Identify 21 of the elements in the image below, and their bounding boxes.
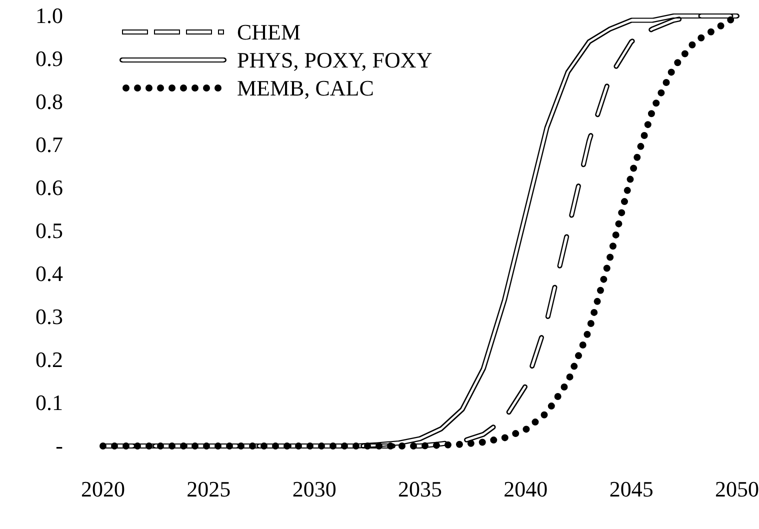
legend-label: PHYS, POXY, FOXY: [237, 48, 432, 73]
y-tick-label: 0.4: [36, 261, 63, 286]
y-tick-label: 0.8: [36, 89, 63, 114]
x-tick-label: 2045: [609, 476, 654, 502]
y-tick-label: 0.3: [36, 304, 63, 330]
y-tick-label: 0.6: [36, 175, 63, 200]
y-tick-label: 0.2: [36, 347, 63, 372]
x-tick-label: 2020: [81, 476, 125, 502]
x-tick-label: 2035: [398, 476, 442, 502]
y-tick-label: 1.0: [36, 3, 63, 28]
legend-label: CHEM: [237, 20, 301, 45]
x-tick-label: 2050: [715, 476, 759, 502]
x-tick-label: 2030: [292, 476, 336, 502]
x-tick-label: 2025: [186, 476, 231, 502]
y-tick-label: 0.9: [36, 46, 63, 72]
y-tick-label: 0.1: [36, 390, 63, 416]
y-tick-label: 0.7: [36, 132, 63, 158]
y-tick-label: -: [56, 433, 63, 458]
legend-label: MEMB, CALC: [237, 76, 374, 101]
y-tick-label: 0.5: [36, 218, 63, 244]
x-tick-label: 2040: [504, 476, 548, 502]
